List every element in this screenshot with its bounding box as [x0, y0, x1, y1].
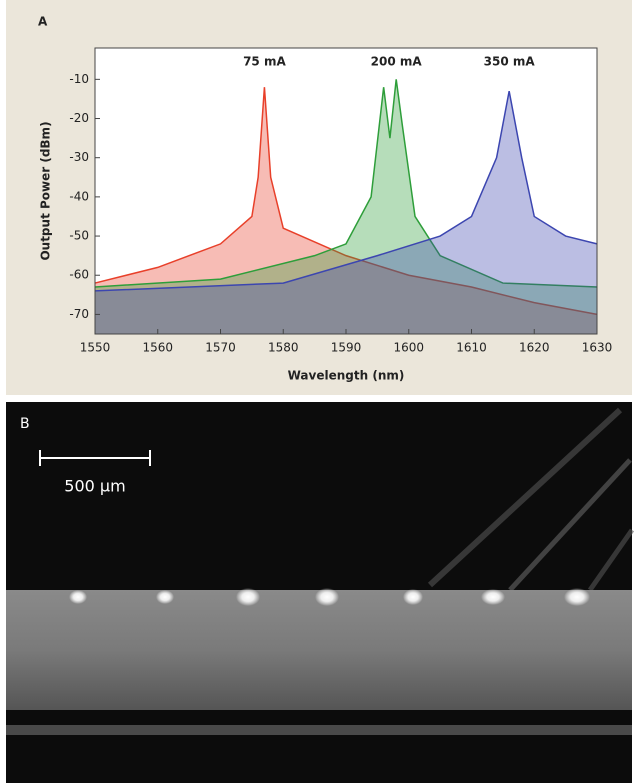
figure: A 75 mA 200 mA 350 mA 1550 1560 1570 1580 1590 1…	[0, 0, 638, 783]
series-label: 350 mA	[484, 55, 536, 69]
chip-facet	[6, 590, 632, 710]
x-tick-label: 1580	[268, 341, 299, 355]
x-tick-label: 1550	[80, 341, 111, 355]
y-tick-label: -70	[69, 307, 89, 321]
series-label: 75 mA	[243, 55, 286, 69]
y-tick-label: -30	[69, 150, 89, 164]
page: {"panel_labels": ["A", "B"], "scale_bar"…	[0, 0, 638, 783]
y-tick-label: -50	[69, 229, 89, 243]
y-tick-label: -10	[69, 72, 89, 86]
y-tick-label: -60	[69, 268, 89, 282]
spectrum-chart: 75 mA 200 mA 350 mA 1550 1560 1570 1580 1590 160…	[39, 48, 613, 383]
x-tick-label: 1560	[142, 341, 173, 355]
chip-edge	[6, 725, 632, 735]
x-tick-label: 1630	[582, 341, 613, 355]
x-tick-label: 1600	[393, 341, 424, 355]
y-axis-label: Output Power (dBm)	[39, 121, 53, 260]
x-tick-label: 1610	[456, 341, 487, 355]
y-tick-label: -40	[69, 189, 89, 203]
x-tick-label: 1570	[205, 341, 236, 355]
panel-label: A	[38, 15, 48, 29]
x-tick-label: 1620	[519, 341, 550, 355]
panel-label: B	[20, 416, 30, 432]
x-tick-label: 1590	[331, 341, 362, 355]
x-axis-label: Wavelength (nm)	[288, 369, 405, 383]
series-label: 200 mA	[371, 55, 423, 69]
panel-b-photo: 500 µm B	[6, 402, 632, 783]
y-tick-label: -20	[69, 111, 89, 125]
scale-bar-label: 500 µm	[64, 477, 125, 496]
